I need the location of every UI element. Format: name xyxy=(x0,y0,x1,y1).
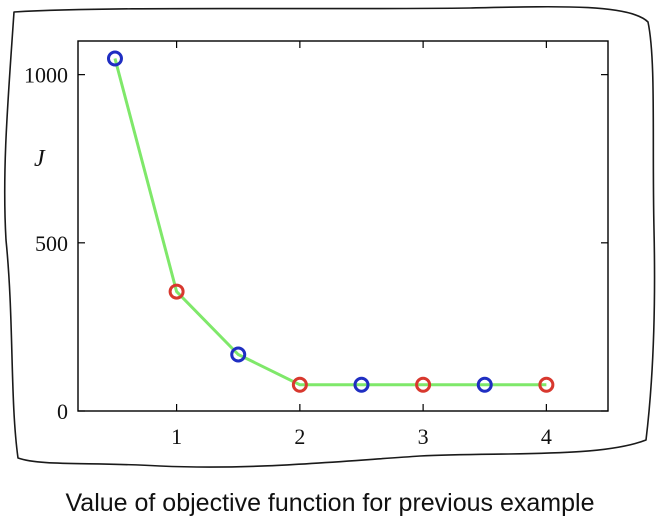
cutout-outline xyxy=(3,5,656,468)
x-tick-label: 1 xyxy=(171,424,182,449)
data-point xyxy=(168,283,185,300)
data-point xyxy=(476,376,493,393)
plot-area xyxy=(77,40,609,412)
data-point xyxy=(291,376,308,393)
data-point xyxy=(230,346,247,363)
x-tick-label: 4 xyxy=(541,424,552,449)
axis-ticks xyxy=(78,41,608,412)
figure-caption: Value of objective function for previous… xyxy=(65,489,595,517)
axis-tick-labels: 1 2 3 4 0 500 1000 xyxy=(24,63,552,449)
data-point xyxy=(353,376,370,393)
data-point xyxy=(538,376,555,393)
y-tick-label: 500 xyxy=(35,231,68,256)
x-tick-label: 2 xyxy=(294,424,305,449)
y-tick-label: 0 xyxy=(57,399,68,424)
data-markers xyxy=(106,50,555,393)
y-axis-label: J xyxy=(34,146,46,172)
data-point xyxy=(106,50,123,67)
x-tick-label: 3 xyxy=(418,424,429,449)
y-tick-label: 1000 xyxy=(24,63,68,88)
series-line xyxy=(113,58,547,387)
data-point xyxy=(415,376,432,393)
